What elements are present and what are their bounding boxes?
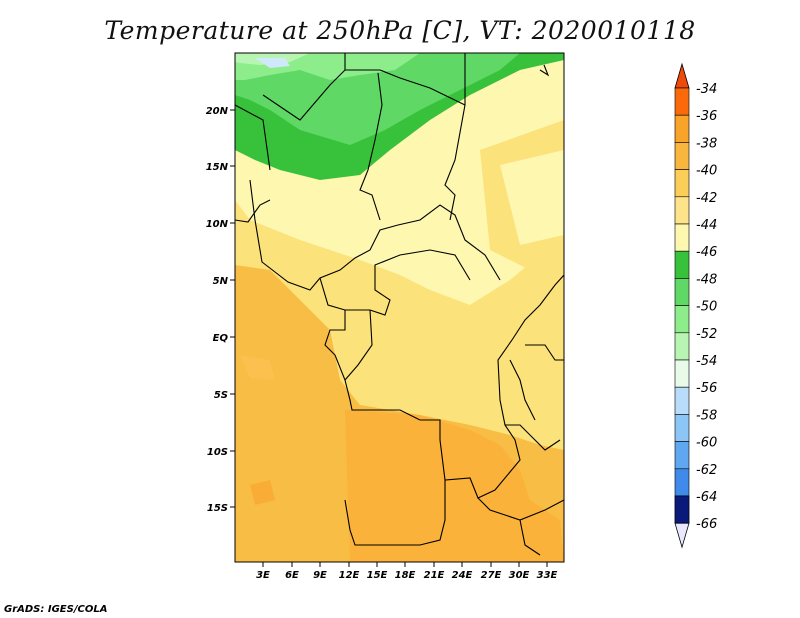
lat-label: 10S: [207, 447, 228, 458]
colorbar-label: -48: [696, 272, 717, 287]
colorbar-label: -52: [696, 327, 717, 342]
colorbar-label: -66: [696, 517, 717, 532]
lon-label: 3E: [256, 570, 270, 581]
colorbar-swatch: [674, 495, 690, 524]
colorbar-swatch: [674, 359, 690, 388]
colorbar-label: -60: [696, 436, 717, 451]
colorbar-label: -42: [696, 191, 717, 206]
colorbar-label: -38: [696, 136, 717, 151]
colorbar-label: -36: [696, 109, 717, 124]
colorbar-swatch: [674, 250, 690, 279]
colorbar-label: -62: [696, 463, 717, 478]
colorbar-swatch: [674, 223, 690, 252]
colorbar-swatch: [674, 169, 690, 198]
lon-label: 6E: [285, 570, 299, 581]
lat-label: EQ: [213, 333, 229, 344]
colorbar-swatch: [674, 414, 690, 442]
lon-label: 18E: [395, 570, 416, 581]
colorbar: -34 -36 -38 -40 -42 -44 -46 -48 -50 -52 -54 -56 -58 -…: [674, 62, 717, 549]
lat-label: 10N: [206, 219, 229, 230]
colorbar-swatch: [674, 305, 690, 334]
colorbar-swatch: [674, 114, 690, 143]
longitude-axis: 3E 6E 9E 12E 15E 18E 21E 24E 27E 30E 33E: [256, 562, 558, 581]
colorbar-swatch: [674, 386, 690, 415]
latitude-axis: 20N 15N 10N 5N EQ 5S 10S 15S: [206, 106, 235, 514]
country-borders: [235, 53, 564, 556]
lon-label: 30E: [509, 570, 530, 581]
lon-label: 24E: [452, 570, 473, 581]
colorbar-swatch: [674, 332, 690, 361]
colorbar-label: -44: [696, 218, 717, 233]
colorbar-swatch: [674, 142, 690, 170]
lat-label: 5N: [213, 276, 229, 287]
lon-label: 21E: [424, 570, 445, 581]
lat-label: 15S: [207, 503, 228, 514]
colorbar-swatch: [674, 196, 690, 225]
colorbar-label: -54: [696, 354, 717, 369]
colorbar-label: -46: [696, 245, 717, 260]
temperature-field: [235, 53, 564, 562]
footer-credit: GrADS: IGES/COLA: [4, 604, 108, 615]
colorbar-swatch: [674, 468, 690, 497]
lon-label: 27E: [481, 570, 502, 581]
colorbar-swatch: [674, 87, 690, 116]
lon-label: 12E: [339, 570, 360, 581]
colorbar-label: -56: [696, 381, 717, 396]
lon-label: 15E: [367, 570, 388, 581]
colorbar-bottom-arrow: [674, 522, 690, 549]
colorbar-label: -34: [696, 82, 717, 97]
colorbar-top-arrow: [674, 62, 690, 89]
colorbar-label: -58: [696, 408, 717, 423]
colorbar-label: -64: [696, 490, 717, 505]
lon-label: 9E: [313, 570, 327, 581]
lon-label: 33E: [537, 570, 558, 581]
map-title: Temperature at 250hPa [C], VT: 202001011…: [104, 16, 696, 45]
colorbar-swatch: [674, 441, 690, 470]
colorbar-label: -40: [696, 164, 717, 179]
lat-label: 15N: [206, 162, 229, 173]
colorbar-swatch: [674, 278, 690, 306]
lat-label: 20N: [206, 106, 229, 117]
colorbar-label: -50: [696, 300, 717, 315]
map-frame: [234, 52, 565, 563]
lat-label: 5S: [214, 390, 228, 401]
